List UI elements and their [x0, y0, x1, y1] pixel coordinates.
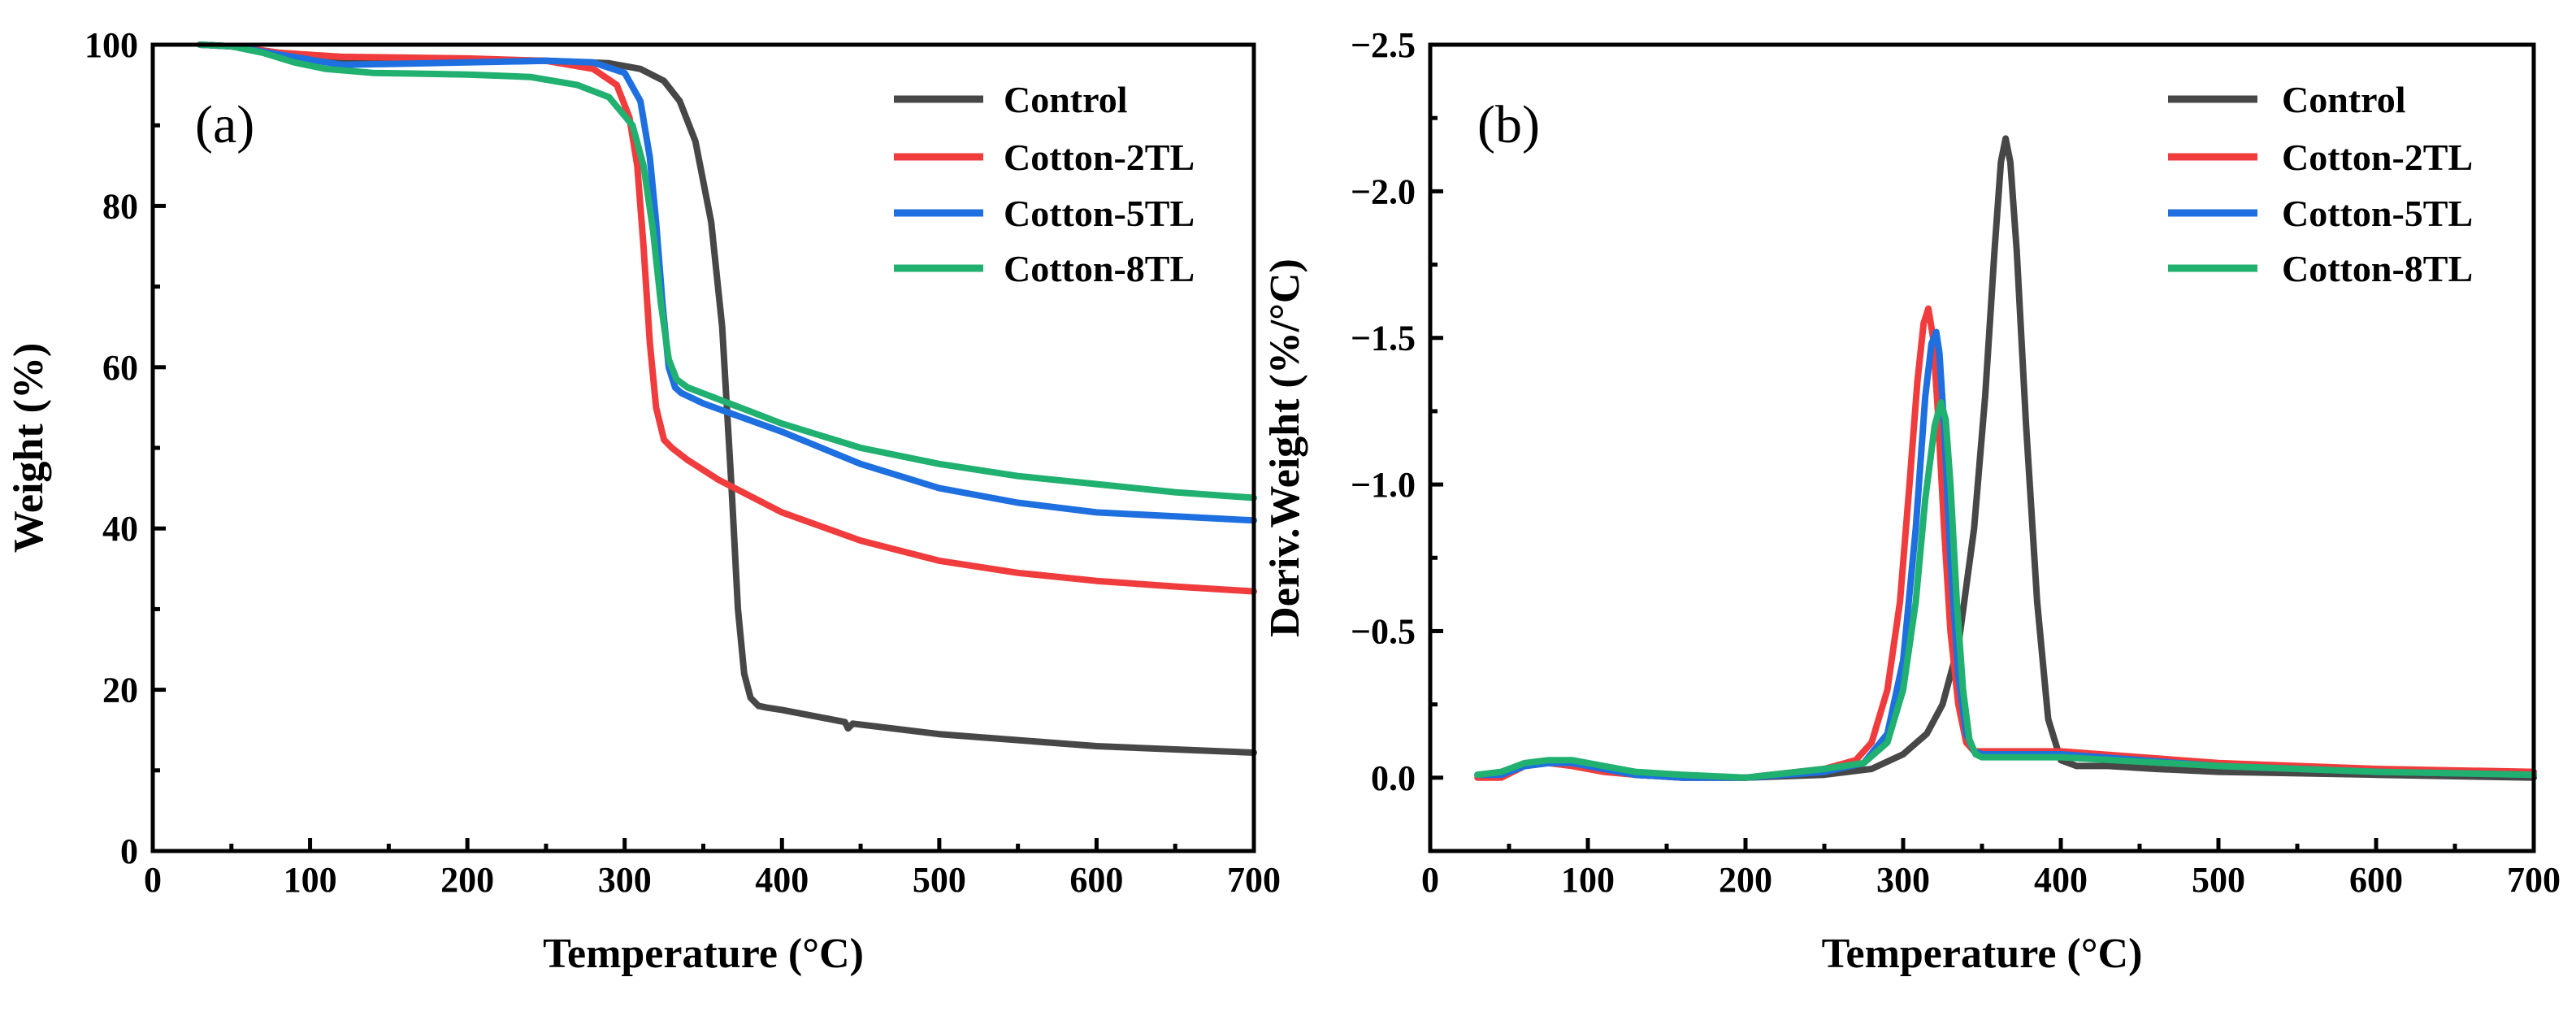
legend: Control Cotton-2TL Cotton-5TL Cotton-8TL	[2168, 79, 2473, 289]
chart-panel-a: 0 100 200 300 400 500 600 700 0 20 40 60 80 100 Temper…	[6, 25, 1281, 977]
y-tick-label: 60	[102, 348, 138, 388]
x-tick-label: 100	[1561, 860, 1615, 900]
legend-label-cotton-2tl: Cotton-2TL	[2282, 137, 2473, 178]
x-tick-label: 0	[144, 860, 162, 900]
legend-label-cotton-8tl: Cotton-8TL	[1004, 248, 1195, 289]
x-tick-label: 600	[2349, 860, 2403, 900]
x-tick-label: 700	[1227, 860, 1281, 900]
series-line-cotton-5tl	[1474, 328, 2537, 781]
x-tick-label: 300	[1876, 860, 1930, 900]
x-tick-label: 200	[1719, 860, 1772, 900]
legend-label-cotton-5tl: Cotton-5TL	[1004, 193, 1195, 234]
x-tick-label: 300	[598, 860, 652, 900]
y-tick-label: 0.0	[1371, 758, 1416, 798]
x-tick-label: 200	[440, 860, 494, 900]
y-tick-label: 20	[102, 671, 138, 710]
y-tick-label: 40	[102, 509, 138, 549]
y-tick-label: −1.0	[1351, 465, 1416, 505]
y-tick-label: 100	[85, 25, 138, 65]
y-axis-title: Weight (%)	[6, 343, 52, 554]
y-tick-label: −2.0	[1351, 172, 1416, 211]
series-line-cotton-8tl	[1474, 399, 2537, 781]
series-line-control	[1474, 135, 2537, 781]
x-axis-title: Temperature (°C)	[543, 931, 864, 977]
y-tick-label: −1.5	[1351, 319, 1416, 358]
x-tick-label: 400	[755, 860, 809, 900]
x-tick-label: 400	[2034, 860, 2088, 900]
panel-label: (a)	[195, 95, 254, 154]
x-tick-label: 500	[913, 860, 966, 900]
y-axis-title: Deriv.Weight (%/°C)	[1262, 258, 1308, 637]
legend: Control Cotton-2TL Cotton-5TL Cotton-8TL	[894, 79, 1195, 289]
x-tick-label: 600	[1069, 860, 1123, 900]
series-line-cotton-2tl	[1474, 305, 2537, 781]
y-tick-label: 0	[120, 831, 138, 871]
y-tick-label: −0.5	[1351, 611, 1416, 651]
y-tick-label: −2.5	[1351, 25, 1416, 65]
x-tick-label: 100	[284, 860, 337, 900]
series-line-cotton-8tl	[197, 41, 1257, 501]
x-tick-label: 500	[2192, 860, 2245, 900]
panel-label: (b)	[1477, 95, 1540, 154]
chart-panel-b: 0 100 200 300 400 500 600 700 0.0 −0.5 −1.0 −1.5 −2.…	[1262, 25, 2561, 977]
legend-label-cotton-8tl: Cotton-8TL	[2282, 248, 2473, 289]
x-tick-label: 700	[2507, 860, 2561, 900]
legend-label-control: Control	[2282, 79, 2406, 120]
legend-label-control: Control	[1004, 79, 1128, 120]
legend-label-cotton-2tl: Cotton-2TL	[1004, 137, 1195, 178]
series-line-cotton-2tl	[197, 41, 1257, 595]
x-tick-label: 0	[1421, 860, 1439, 900]
y-tick-label: 80	[102, 186, 138, 226]
legend-label-cotton-5tl: Cotton-5TL	[2282, 193, 2473, 234]
x-axis-title: Temperature (°C)	[1822, 931, 2143, 977]
